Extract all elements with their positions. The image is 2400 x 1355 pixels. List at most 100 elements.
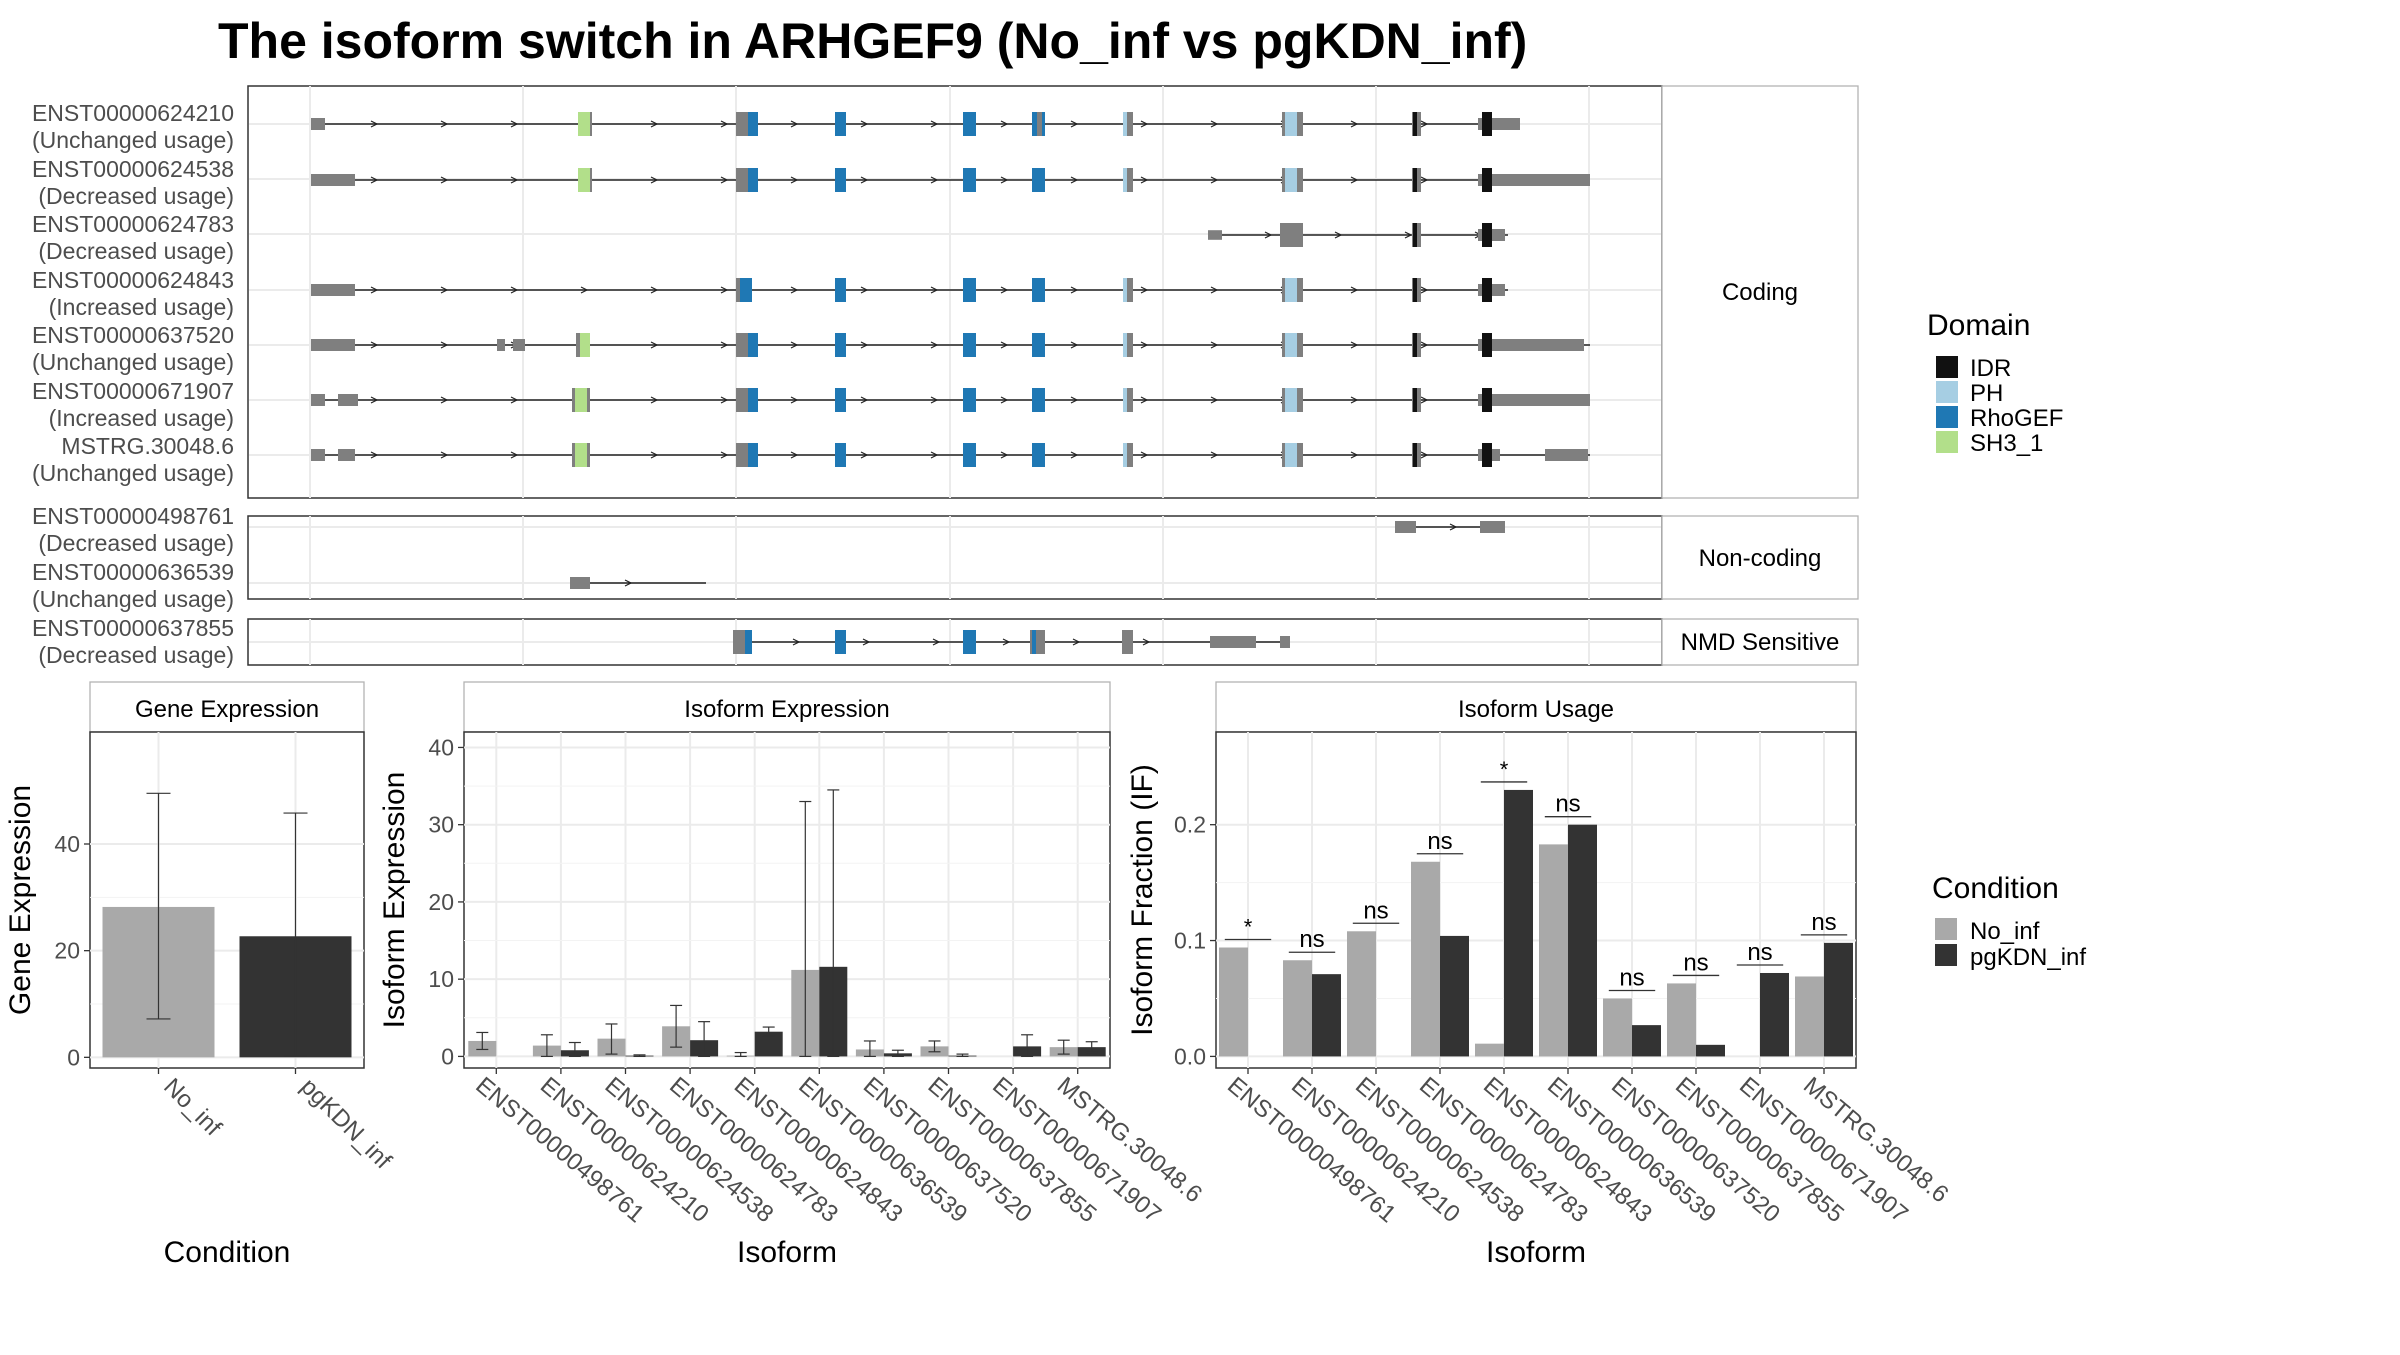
domain-block: [578, 168, 590, 192]
exon-block: [1280, 223, 1303, 247]
domain-block: [748, 112, 758, 136]
strand-arrow: [930, 176, 939, 184]
exon-block: [1123, 333, 1133, 357]
exon-block: [513, 339, 525, 351]
exon-block: [963, 333, 976, 357]
exon-block: [1280, 636, 1290, 648]
strand-arrow: [860, 176, 869, 184]
isoform-expression-plot-area: [463, 731, 1111, 1069]
legend-swatch-ph: [1936, 381, 1958, 403]
strand-arrow: [1140, 286, 1149, 294]
isoform-label-id: MSTRG.30048.6: [61, 433, 234, 459]
significance-label: ns: [1299, 926, 1324, 953]
bar: [1347, 931, 1376, 1057]
strand-arrow: [580, 286, 589, 294]
strand-arrow: [440, 341, 449, 349]
strand-arrow: [1070, 286, 1079, 294]
exon-block: [311, 339, 355, 351]
exon-block: [1122, 630, 1133, 654]
isoform-label-id: ENST00000671907: [32, 378, 234, 404]
noncoding-strip: [1661, 515, 1859, 600]
domain-block: [1123, 278, 1127, 302]
exon-block: [1545, 449, 1588, 461]
isoform-label-id: ENST00000624843: [32, 267, 234, 293]
exon-block: [1123, 168, 1133, 192]
strand-arrow: [510, 176, 519, 184]
strand-arrow: [860, 286, 869, 294]
nmd-strip: [1661, 618, 1859, 666]
domain-block: [1482, 278, 1492, 302]
strand-arrow: [440, 451, 449, 459]
strand-arrow: [720, 176, 729, 184]
legend-label-no-inf: No_inf: [1970, 918, 2040, 945]
isoform-usage-ylabel: Isoform Fraction (IF): [1126, 764, 1159, 1036]
strand-arrow: [790, 176, 799, 184]
exon-block: [1208, 230, 1222, 240]
y-tick-label: 20: [54, 938, 80, 964]
strand-arrow: [1210, 451, 1219, 459]
coding-strip-label: Coding: [1722, 279, 1798, 306]
domain-block: [1482, 223, 1492, 247]
strand-arrow: [1350, 286, 1359, 294]
strand-arrow: [930, 120, 939, 128]
strand-arrow: [510, 451, 519, 459]
isoform-usage-title: Isoform Usage: [1458, 696, 1614, 723]
strand-arrow: [370, 286, 379, 294]
bar: [1411, 861, 1440, 1057]
bar: [1440, 935, 1469, 1057]
exon-block: [1478, 394, 1590, 406]
strand-arrow: [720, 120, 729, 128]
strand-arrow: [1070, 396, 1079, 404]
isoform-label-usage: (Unchanged usage): [32, 349, 234, 375]
significance-label: ns: [1555, 791, 1580, 818]
strand-arrow: [510, 286, 519, 294]
gene-expression-strip: [89, 681, 365, 733]
domain-block: [1123, 112, 1127, 136]
significance-label: ns: [1747, 939, 1772, 966]
exon-block: [1123, 112, 1133, 136]
exon-block: [835, 388, 846, 412]
strand-arrow: [1000, 396, 1009, 404]
strand-arrow: [370, 176, 379, 184]
coding-panel: [247, 85, 1663, 499]
strand-arrow: [1210, 396, 1219, 404]
exon-block: [835, 443, 846, 467]
strand-arrow: [1350, 120, 1359, 128]
strand-arrow: [370, 396, 379, 404]
significance-label: *: [1500, 757, 1509, 782]
exon-block: [311, 394, 325, 406]
y-tick-label: 0: [441, 1043, 454, 1069]
isoform-expression-ylabel: Isoform Expression: [378, 772, 411, 1029]
isoform-label-usage: (Decreased usage): [38, 642, 234, 668]
bar: [1504, 789, 1533, 1057]
domain-block: [748, 443, 758, 467]
domain-block: [1285, 278, 1297, 302]
exon-block: [745, 630, 752, 654]
strand-arrow: [790, 120, 799, 128]
bar: [1539, 844, 1568, 1057]
domain-block: [1285, 388, 1297, 412]
significance-label: ns: [1363, 897, 1388, 924]
isoform-expression-strip: [463, 681, 1111, 733]
domain-block: [1413, 278, 1417, 302]
bar: [1632, 1025, 1661, 1057]
strand-arrow: [930, 451, 939, 459]
y-tick-label: 40: [428, 734, 454, 760]
isoform-label-id: ENST00000637855: [32, 615, 234, 641]
gene-expression-chart: Gene Expression 0 20 40 No_inf pgKDN_inf Gen…: [4, 681, 397, 1269]
domain-block: [748, 168, 758, 192]
strand-arrow: [1140, 451, 1149, 459]
domain-block: [1482, 168, 1492, 192]
isoform-label-id: ENST00000637520: [32, 322, 234, 348]
noncoding-strip-label: Non-coding: [1699, 545, 1822, 572]
isoform-usage-strip: [1215, 681, 1857, 733]
domain-legend: Domain IDR PH RhoGEF SH3_1: [1927, 309, 2063, 457]
exon-block: [835, 630, 846, 654]
strand-arrow: [1070, 341, 1079, 349]
isoform-label-usage: (Unchanged usage): [32, 460, 234, 486]
strand-arrow: [1420, 396, 1429, 404]
strand-arrow: [720, 286, 729, 294]
y-tick-label: 30: [428, 812, 454, 838]
strand-arrow: [1210, 341, 1219, 349]
strand-arrow: [720, 396, 729, 404]
